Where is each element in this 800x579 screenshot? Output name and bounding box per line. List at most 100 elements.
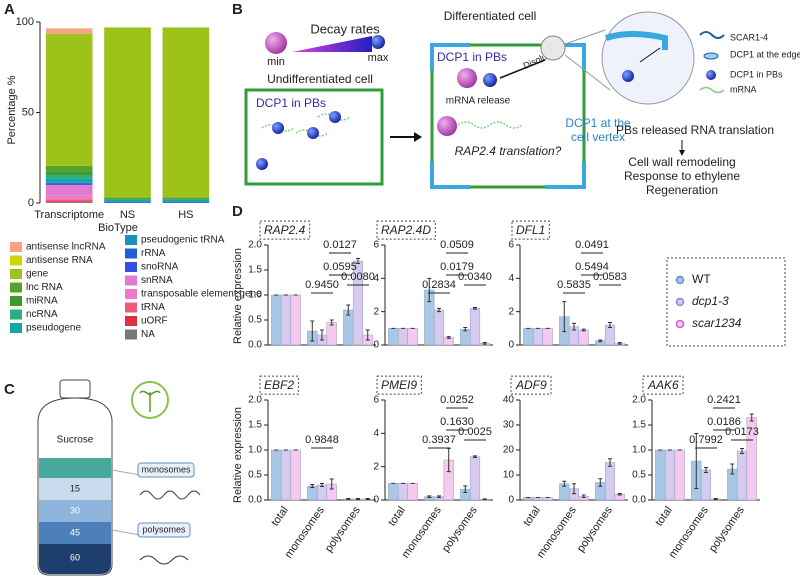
bar-segment — [45, 201, 93, 203]
label: mRNA release — [446, 96, 511, 107]
legend-label: gene — [26, 269, 49, 280]
key-icon — [699, 31, 725, 39]
legend-swatch — [125, 289, 137, 299]
legend-swatch — [125, 235, 137, 245]
p-value: 0.2421 — [707, 394, 741, 406]
bar — [700, 469, 712, 501]
chart-title: AAK6 — [647, 378, 679, 392]
legend-label: WT — [692, 272, 711, 286]
legend-label: ncRNA — [26, 309, 58, 320]
y-tick-label: 0.0 — [248, 340, 262, 351]
p-value: 0.0080 — [341, 271, 375, 283]
legend-label: snRNA — [141, 275, 173, 286]
label: Sucrose — [57, 435, 94, 446]
y-tick-label: 1.5 — [632, 420, 646, 431]
error-bar — [463, 327, 468, 332]
x-tick-label: polysomes — [575, 504, 615, 554]
error-bar — [329, 319, 334, 326]
error-bar — [598, 478, 603, 487]
pb — [307, 127, 319, 139]
callout — [137, 462, 195, 478]
y-tick-label: 2 — [508, 306, 514, 317]
pb — [483, 73, 497, 87]
bar-segment — [45, 28, 93, 34]
bar — [532, 328, 544, 346]
bar-segment — [45, 174, 93, 179]
y-tick-label: 1.5 — [248, 420, 262, 431]
legend-swatch — [125, 302, 137, 313]
legend-marker — [675, 319, 685, 329]
bar — [280, 294, 292, 346]
mrna — [457, 121, 523, 129]
label: cell vertex — [571, 130, 625, 144]
y-tick-label: 0 — [28, 197, 34, 209]
label: monosomes — [141, 464, 191, 474]
error-bar — [572, 483, 576, 495]
y-tick-label: 0 — [508, 340, 514, 351]
layer — [39, 458, 111, 478]
arrow — [639, 47, 661, 63]
chart-title: PMEI9 — [381, 378, 417, 392]
chart-title: DFL1 — [516, 223, 545, 237]
legend-label: antisense RNA — [26, 255, 93, 266]
arrow-head — [414, 132, 422, 142]
pb — [272, 122, 284, 134]
y-tick-label: 0 — [373, 495, 379, 506]
bar-segment — [45, 199, 93, 202]
y-tick-label: 1.0 — [632, 445, 646, 456]
pb — [457, 68, 477, 88]
label: max — [368, 52, 389, 64]
bar-segment — [45, 165, 93, 172]
y-axis-label: Relative expression — [232, 248, 244, 344]
bar-segment — [45, 182, 93, 184]
error-bar — [427, 495, 432, 498]
y-tick-label: 0.5 — [632, 470, 646, 481]
error-bar — [740, 448, 744, 454]
panel-letter: D — [232, 203, 243, 220]
icon — [371, 35, 385, 49]
mrna — [261, 113, 351, 137]
bar — [578, 329, 589, 346]
y-tick-label: 2.0 — [248, 395, 262, 406]
error-bar — [329, 478, 334, 490]
key-icon — [706, 70, 716, 80]
pb — [622, 70, 634, 82]
error-bar — [482, 498, 487, 500]
bar — [407, 328, 418, 346]
y-tick-label: 10 — [503, 470, 515, 481]
p-value: 0.0127 — [323, 239, 357, 251]
error-bar — [473, 455, 477, 458]
error-bar — [581, 328, 586, 332]
y-tick-label: 0.0 — [248, 495, 262, 506]
legend-label: pseudogene — [26, 323, 81, 334]
rna — [139, 555, 189, 565]
y-tick-label: 4 — [373, 273, 379, 284]
y-tick-label: 100 — [16, 16, 34, 28]
bar-segment — [104, 197, 151, 200]
y-axis-label: Percentage % — [6, 75, 18, 144]
x-tick-label: NS — [120, 209, 135, 221]
bar-segment — [104, 201, 151, 203]
pb — [437, 116, 457, 136]
title-box — [510, 375, 552, 395]
p-value: 0.0340 — [458, 271, 492, 283]
error-bar — [730, 463, 735, 475]
p-value: 0.1630 — [440, 416, 474, 428]
legend-swatch — [125, 248, 137, 259]
panel-b: Decay rates min max Undifferentiated cel… — [244, 9, 800, 197]
y-tick-label: 6 — [373, 240, 379, 251]
p-value: 0.0025 — [458, 426, 492, 438]
label: PBs released RNA translation — [616, 123, 774, 137]
bar — [326, 322, 337, 346]
label: DCP1 at the — [565, 116, 631, 130]
error-bar — [617, 493, 622, 496]
bar-segment — [104, 202, 151, 203]
error-bar — [365, 329, 370, 341]
x-tick-label: polysomes — [440, 504, 480, 554]
legend-label: transposable element gene — [141, 289, 262, 300]
p-value: 0.0252 — [440, 394, 474, 406]
title-box — [376, 375, 422, 395]
bar-segment — [45, 183, 93, 184]
bar — [604, 462, 616, 501]
